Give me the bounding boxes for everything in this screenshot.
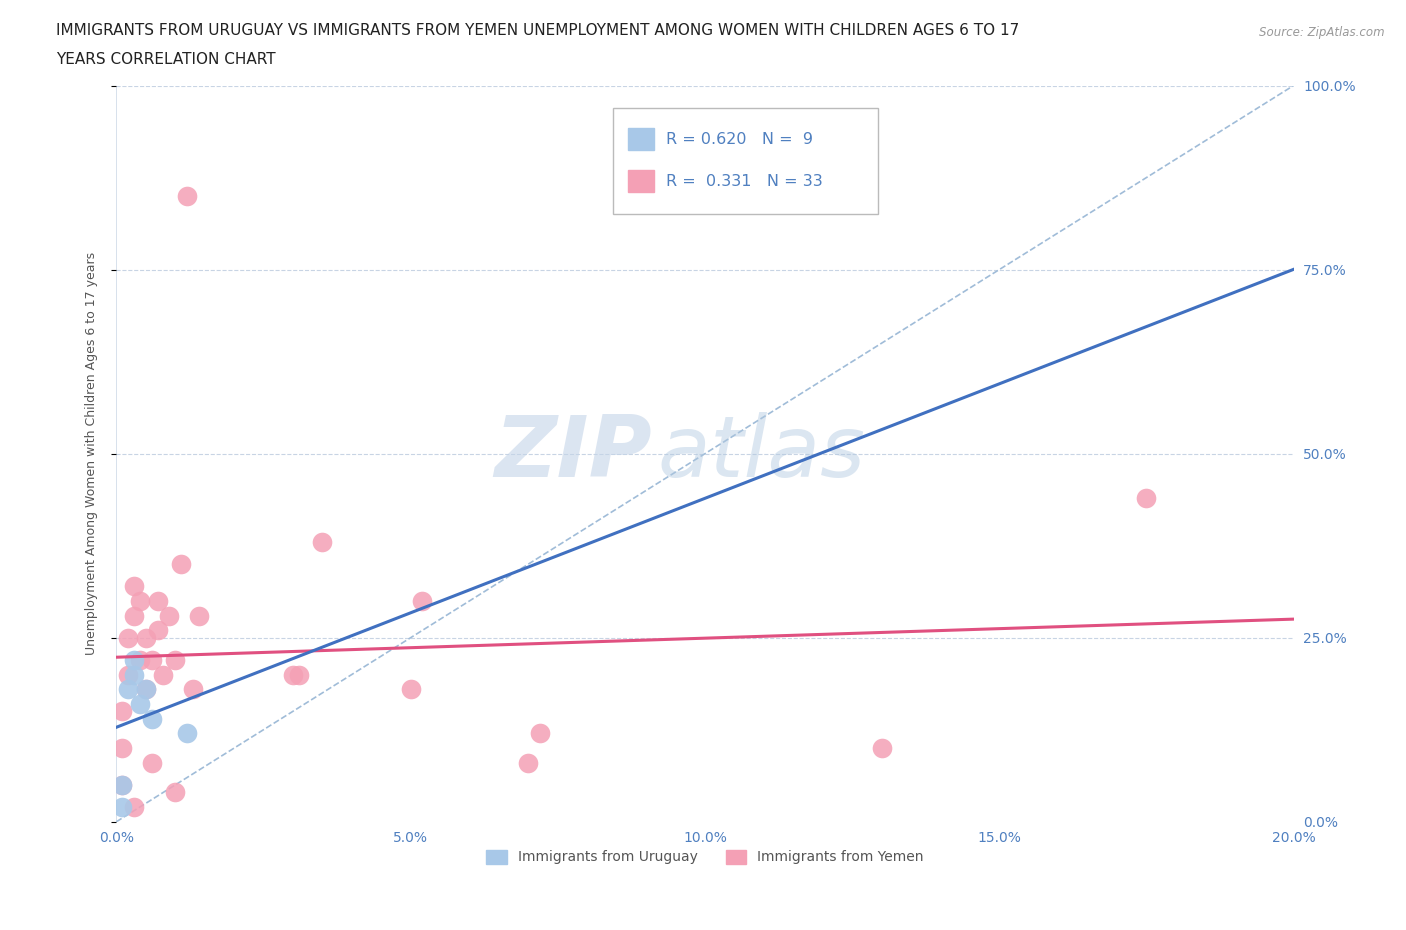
FancyBboxPatch shape — [628, 170, 654, 193]
Point — [529, 726, 551, 741]
Point — [141, 755, 163, 770]
Text: Source: ZipAtlas.com: Source: ZipAtlas.com — [1260, 26, 1385, 39]
Point — [111, 800, 134, 815]
Point — [111, 740, 134, 755]
Point — [170, 557, 193, 572]
Point — [187, 608, 209, 623]
Point — [411, 593, 433, 608]
Point — [117, 667, 139, 682]
Point — [146, 593, 169, 608]
Point — [165, 785, 187, 800]
Point — [181, 682, 204, 697]
Y-axis label: Unemployment Among Women with Children Ages 6 to 17 years: Unemployment Among Women with Children A… — [86, 252, 98, 656]
FancyBboxPatch shape — [613, 108, 877, 215]
Point — [157, 608, 180, 623]
Point — [152, 667, 174, 682]
Point — [122, 667, 145, 682]
Point — [281, 667, 304, 682]
Point — [517, 755, 540, 770]
Point — [117, 631, 139, 645]
Text: R =  0.331   N = 33: R = 0.331 N = 33 — [666, 174, 823, 189]
Point — [117, 682, 139, 697]
Point — [122, 652, 145, 667]
Point — [870, 740, 893, 755]
Point — [111, 704, 134, 719]
Point — [1135, 490, 1157, 505]
Point — [129, 697, 152, 711]
Point — [311, 535, 333, 550]
Point — [135, 631, 157, 645]
FancyBboxPatch shape — [628, 128, 654, 151]
Point — [399, 682, 422, 697]
Point — [122, 608, 145, 623]
Text: R = 0.620   N =  9: R = 0.620 N = 9 — [666, 132, 813, 147]
Point — [111, 777, 134, 792]
Point — [122, 578, 145, 593]
Text: YEARS CORRELATION CHART: YEARS CORRELATION CHART — [56, 52, 276, 67]
Point — [135, 682, 157, 697]
Point — [135, 682, 157, 697]
Point — [165, 652, 187, 667]
Point — [129, 652, 152, 667]
Point — [176, 726, 198, 741]
Point — [141, 652, 163, 667]
Point — [176, 189, 198, 204]
Text: atlas: atlas — [658, 412, 866, 495]
Point — [146, 623, 169, 638]
Point — [288, 667, 311, 682]
Point — [122, 800, 145, 815]
Text: IMMIGRANTS FROM URUGUAY VS IMMIGRANTS FROM YEMEN UNEMPLOYMENT AMONG WOMEN WITH C: IMMIGRANTS FROM URUGUAY VS IMMIGRANTS FR… — [56, 23, 1019, 38]
Point — [111, 777, 134, 792]
Point — [141, 711, 163, 726]
Point — [129, 593, 152, 608]
Legend: Immigrants from Uruguay, Immigrants from Yemen: Immigrants from Uruguay, Immigrants from… — [481, 844, 929, 870]
Text: ZIP: ZIP — [495, 412, 652, 495]
